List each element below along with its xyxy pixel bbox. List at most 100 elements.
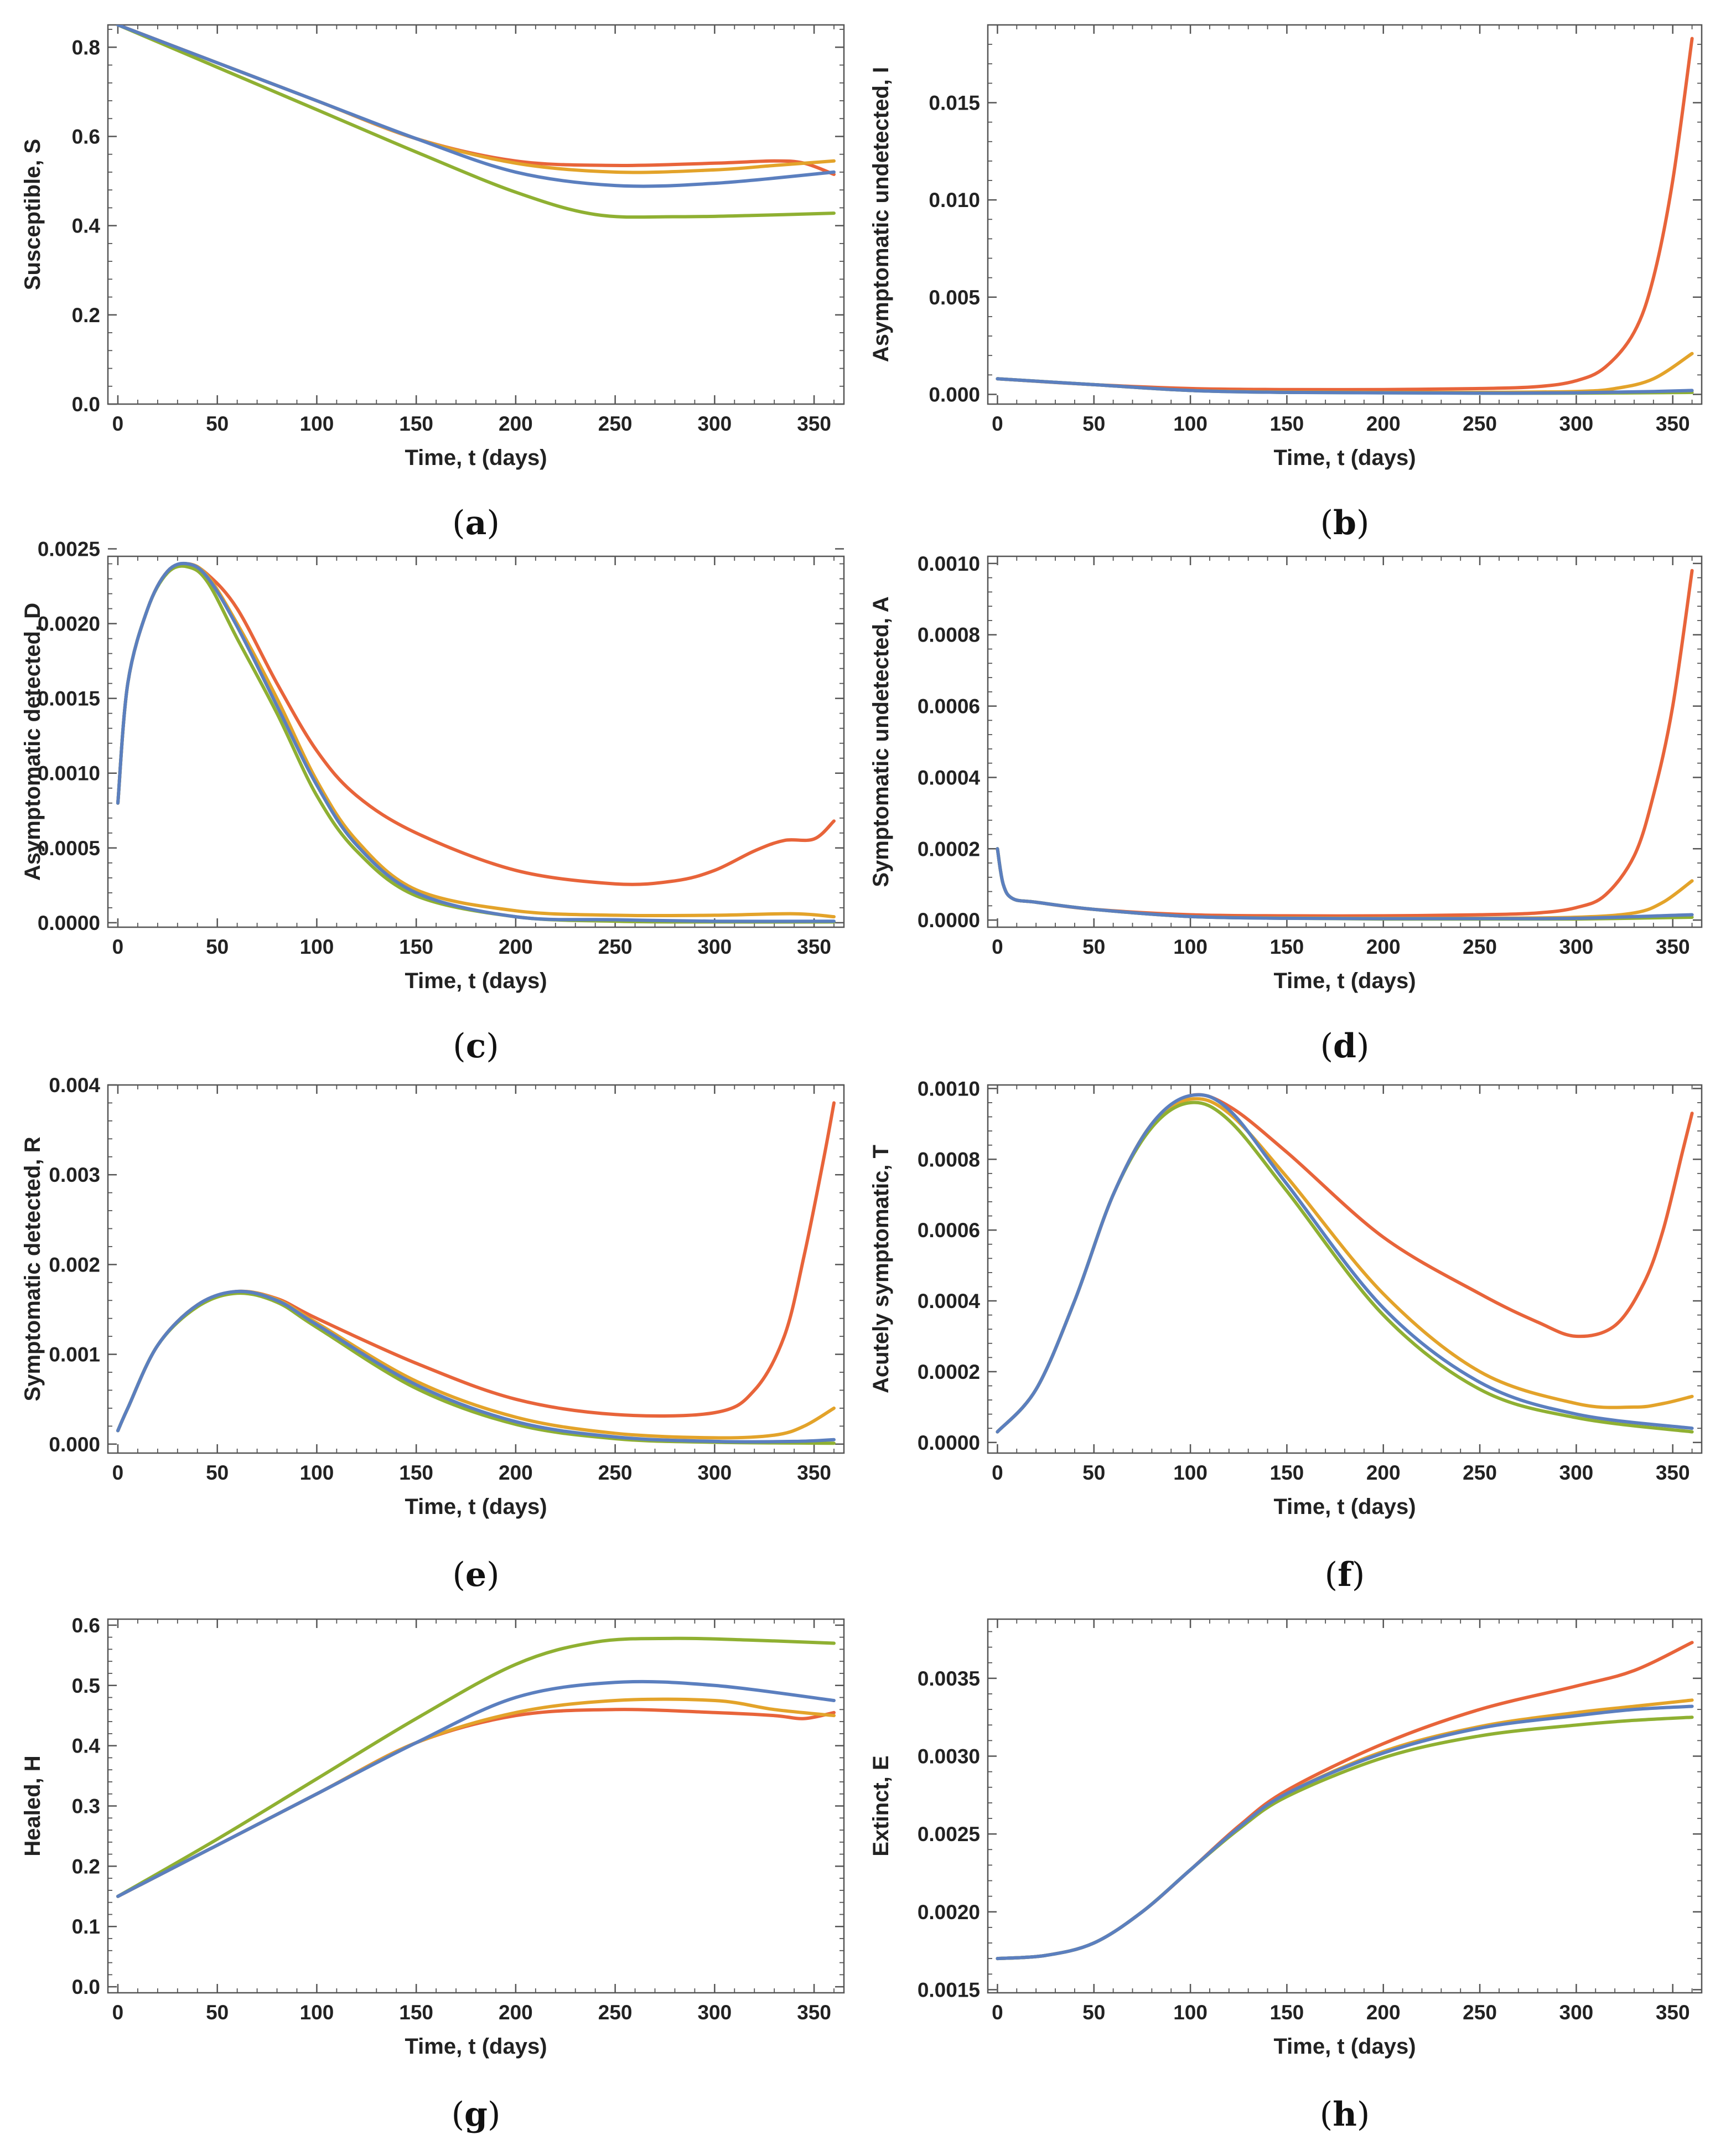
- series-group: [116, 561, 836, 924]
- y-axis-title: Extinct, E: [869, 1755, 893, 1856]
- y-tick-label: 0.0004: [918, 1290, 981, 1312]
- x-axis: 0 50 100 150 200 250 300 350: [992, 1619, 1693, 2024]
- y-tick-label: 0.0: [72, 1976, 100, 1998]
- series-line-blue: [116, 1679, 836, 1898]
- y-axis: 0.0000 0.0005 0.0010 0.0015 0.0020 0.0025: [38, 538, 844, 934]
- plot-frame: [987, 1618, 1703, 1994]
- y-tick-label: 0.0004: [918, 766, 981, 789]
- panel-caption: (a): [452, 504, 500, 542]
- x-tick-label: 50: [1082, 412, 1105, 435]
- y-axis: 0.0000 0.0002 0.0004 0.0006 0.0008 0.0010: [918, 1077, 1702, 1454]
- plot-frame: [987, 555, 1703, 928]
- x-axis-title: Time, t (days): [405, 969, 547, 993]
- series-line-blue: [996, 377, 1694, 395]
- x-tick-label: 350: [797, 412, 831, 435]
- y-tick-label: 0.0005: [38, 837, 100, 860]
- y-tick-label: 0.000: [929, 383, 980, 406]
- y-tick-label: 0.0008: [918, 624, 980, 647]
- chart-panel-f: 0 50 100 150 200 250 300 3500.00000.00020.00040…: [869, 1077, 1703, 1594]
- x-tick-label: 200: [1366, 1461, 1401, 1484]
- x-tick-label: 350: [797, 936, 831, 958]
- x-tick-label: 100: [1173, 2001, 1208, 2024]
- x-tick-label: 150: [399, 412, 433, 435]
- x-tick-label: 300: [697, 936, 732, 958]
- series-line-blue: [996, 1704, 1694, 1961]
- y-tick-label: 0.0020: [38, 613, 100, 635]
- x-tick-label: 50: [206, 936, 229, 958]
- series-line-red: [996, 37, 1694, 391]
- x-tick-label: 250: [1463, 2001, 1497, 2024]
- y-tick-label: 0.003: [49, 1164, 100, 1186]
- y-axis-title: Susceptible, S: [20, 139, 45, 290]
- x-tick-label: 300: [697, 1461, 732, 1484]
- x-tick-label: 350: [797, 2001, 831, 2024]
- y-axis-title: Symptomatic detected, R: [20, 1136, 45, 1401]
- x-axis-title: Time, t (days): [1273, 969, 1416, 993]
- series-line-green: [996, 1100, 1694, 1434]
- y-tick-label: 0.8: [72, 36, 100, 59]
- y-tick-label: 0.6: [72, 1614, 100, 1637]
- x-tick-label: 250: [1463, 1461, 1497, 1484]
- series-line-blue: [996, 847, 1694, 921]
- x-axis: 0 50 100 150 200 250 300 350: [112, 556, 835, 958]
- panel-caption: (g): [452, 2095, 501, 2134]
- series-line-green: [116, 1636, 836, 1898]
- series-line-orange: [996, 847, 1694, 921]
- x-tick-label: 50: [206, 1461, 229, 1484]
- x-tick-label: 50: [1082, 2001, 1105, 2024]
- y-tick-label: 0.0035: [918, 1667, 980, 1690]
- x-tick-label: 200: [1366, 936, 1401, 958]
- y-tick-label: 0.0020: [918, 1901, 980, 1924]
- x-tick-label: 150: [1270, 1461, 1304, 1484]
- series-line-red: [996, 1641, 1694, 1961]
- series-line-green: [116, 1291, 836, 1445]
- x-axis-title: Time, t (days): [1273, 446, 1416, 470]
- x-tick-label: 150: [399, 1461, 433, 1484]
- panel-caption: (d): [1320, 1027, 1370, 1066]
- series-line-orange: [996, 1698, 1694, 1961]
- x-tick-label: 350: [1656, 2001, 1690, 2024]
- panel-caption: (b): [1320, 504, 1370, 542]
- x-axis: 0 50 100 150 200 250 300 350: [992, 1085, 1693, 1484]
- x-axis: 0 50 100 150 200 250 300 350: [992, 556, 1693, 958]
- x-tick-label: 150: [399, 936, 433, 958]
- y-axis-title: Symptomatic undetected, A: [869, 596, 893, 887]
- y-axis: 0.0 0.2 0.4 0.6 0.8: [72, 29, 844, 416]
- x-tick-label: 0: [112, 412, 124, 435]
- chart-panel-d: 0 50 100 150 200 250 300 3500.00000.00020.00040…: [869, 552, 1703, 1066]
- x-axis-title: Time, t (days): [1273, 2034, 1416, 2059]
- x-axis: 0 50 100 150 200 250 300 350: [992, 25, 1693, 435]
- x-tick-label: 200: [499, 2001, 533, 2024]
- y-tick-label: 0.004: [49, 1074, 100, 1097]
- y-tick-label: 0.002: [49, 1253, 100, 1276]
- y-tick-label: 0.0000: [38, 912, 100, 934]
- y-tick-label: 0.015: [929, 92, 980, 115]
- y-tick-label: 0.010: [929, 189, 980, 211]
- x-tick-label: 200: [1366, 2001, 1401, 2024]
- x-tick-label: 250: [1463, 412, 1497, 435]
- x-tick-label: 0: [992, 1461, 1003, 1484]
- x-tick-label: 250: [598, 936, 633, 958]
- x-tick-label: 100: [1173, 936, 1208, 958]
- y-axis: 0.000 0.001 0.002 0.003 0.004: [49, 1074, 844, 1456]
- y-axis: 0.0 0.1 0.2 0.3 0.4 0.5 0.6: [72, 1614, 844, 1998]
- x-tick-label: 150: [399, 2001, 433, 2024]
- y-tick-label: 0.2: [72, 1855, 100, 1878]
- y-tick-label: 0.4: [72, 215, 101, 237]
- panel-caption: (h): [1320, 2095, 1370, 2134]
- plot-frame: [107, 1618, 845, 1994]
- x-axis-title: Time, t (days): [405, 2034, 547, 2059]
- chart-panel-b: 0 50 100 150 200 250 300 350 0.000 0.005 0.010 0.01…: [869, 24, 1703, 542]
- panel-caption: (c): [453, 1027, 499, 1066]
- y-tick-label: 0.5: [72, 1674, 100, 1697]
- y-tick-label: 0.0010: [918, 1077, 980, 1100]
- x-tick-label: 150: [1270, 2001, 1304, 2024]
- x-tick-label: 350: [1656, 936, 1690, 958]
- x-tick-label: 50: [1082, 1461, 1105, 1484]
- y-tick-label: 0.0000: [918, 1431, 980, 1454]
- x-tick-label: 350: [1656, 1461, 1690, 1484]
- x-tick-label: 250: [1463, 936, 1497, 958]
- x-tick-label: 300: [1559, 2001, 1594, 2024]
- y-tick-label: 0.0000: [918, 909, 980, 932]
